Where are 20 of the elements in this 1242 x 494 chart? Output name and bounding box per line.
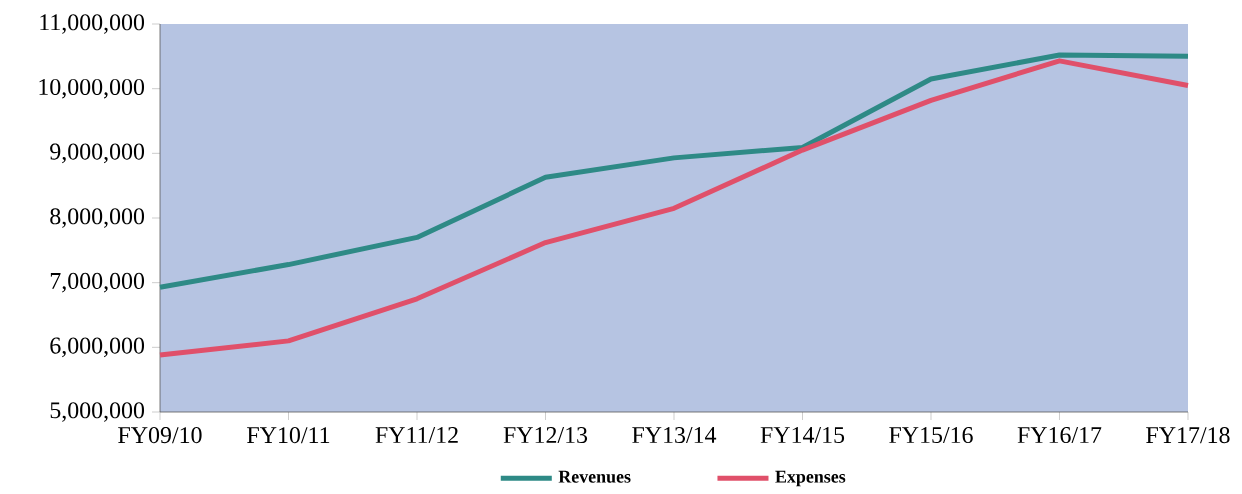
y-tick-label: 6,000,000 [50, 337, 145, 358]
x-tick-label: FY16/17 [1017, 427, 1102, 444]
x-tick-label: FY13/14 [632, 427, 717, 444]
y-tick-label: 5,000,000 [50, 402, 145, 422]
legend-label: Revenues [558, 470, 631, 483]
y-tick-label: 10,000,000 [39, 78, 145, 99]
line-series [157, 52, 1191, 290]
y-tick-label: 7,000,000 [50, 272, 145, 293]
y-tick-label: 9,000,000 [50, 143, 145, 164]
line-series [157, 58, 1191, 358]
legend-label: Expenses [775, 470, 846, 487]
x-tick-label: FY17/18 [1146, 427, 1230, 444]
x-tick-label: FY09/10 [118, 427, 202, 444]
y-tick-label: 8,000,000 [50, 208, 145, 228]
x-tick-label: FY12/13 [503, 427, 588, 444]
x-tick-label: FY14/15 [760, 427, 845, 444]
x-tick-label: FY15/16 [889, 427, 973, 444]
x-tick-label: FY11/12 [375, 427, 458, 444]
y-tick-label: 11,000,000 [40, 14, 145, 34]
x-tick-label: FY10/11 [247, 427, 330, 444]
